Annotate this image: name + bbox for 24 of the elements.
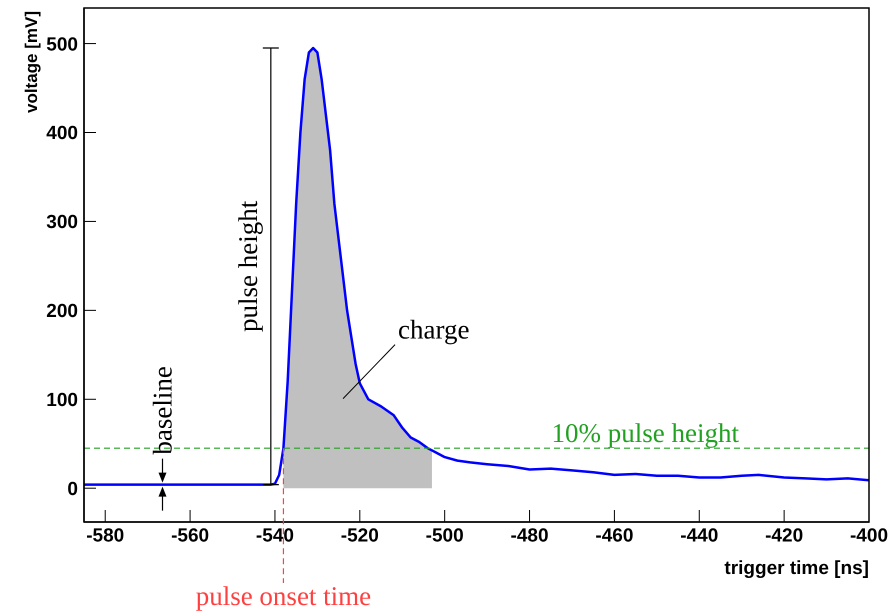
y-tick-label: 400 [46,123,78,144]
x-tick-label: -480 [510,525,549,546]
x-tick-label: -420 [765,525,804,546]
y-tick-label: 200 [46,301,78,322]
ref-line-label: 10% pulse height [552,418,740,448]
x-tick-label: -500 [426,525,464,546]
annotation: charge [398,314,470,345]
x-axis-title: trigger time [ns] [724,558,869,579]
y-axis-title: voltage [mV] [22,10,42,113]
line-series [84,46,869,486]
y-tick-label: 100 [46,390,78,412]
annotation: baseline [148,366,178,455]
y-tick-label: 300 [46,212,78,234]
x-tick-label: -520 [340,525,379,546]
annotation: pulse height [232,200,263,332]
y-tick-label: 500 [46,34,78,56]
x-tick-label: -540 [256,525,294,546]
x-tick-label: -580 [86,525,124,546]
x-tick-label: -460 [595,525,634,546]
ref-line-label: pulse onset time [196,581,372,611]
x-tick-label: -560 [171,525,210,546]
y-tick-label: 0 [67,478,78,500]
x-tick-label: -440 [680,525,718,546]
x-tick-label: -400 [850,525,888,546]
